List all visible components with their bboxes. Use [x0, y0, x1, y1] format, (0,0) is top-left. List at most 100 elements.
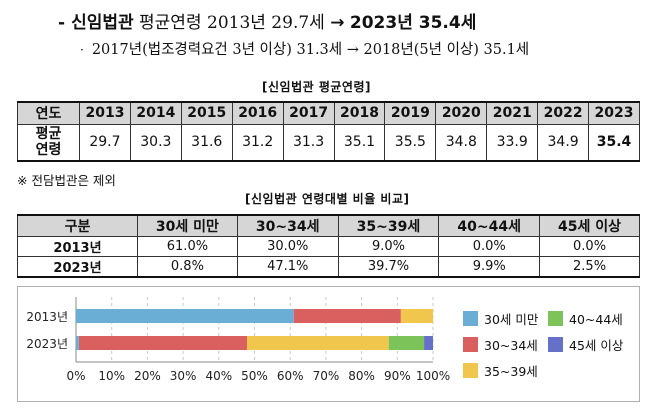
age-cell: 34.9: [537, 123, 590, 162]
column-header: 30~34세: [236, 214, 339, 237]
table1-caption: [신임법관 평균연령]: [262, 80, 371, 94]
bar-segment: [76, 309, 294, 323]
legend-item: 30~34세: [463, 335, 538, 354]
table-row: 2023년 0.8% 47.1% 39.7% 9.9% 2.5%: [17, 256, 640, 278]
table-header-row: 구분 30세 미만 30~34세 35~39세 40~44세 45세 이상: [17, 214, 640, 237]
header-label: 연도: [17, 101, 80, 125]
legend-swatch: [463, 337, 478, 352]
year-cell: 2014: [129, 101, 182, 125]
detail-arrow: →: [346, 42, 359, 58]
ratio-cell: 0.0%: [539, 236, 640, 257]
age-cell: 35.5: [384, 123, 437, 162]
row-label: 평균 연령: [17, 123, 80, 162]
detail-text-b: 2018년(5년 이상) 35.1세: [363, 42, 530, 58]
x-tick-label: 80%: [348, 369, 375, 383]
detail-text-a: 2017년(법조경력요건 3년 이상) 31.3세: [91, 42, 343, 58]
column-header: 45세 이상: [539, 214, 640, 237]
year-cell: 2022: [537, 101, 590, 125]
ratio-cell: 9.0%: [337, 236, 440, 257]
detail-bullet: ·: [80, 43, 84, 57]
legend-swatch: [463, 311, 478, 326]
year-cell: 2019: [384, 101, 437, 125]
year-cell: 2018: [333, 101, 386, 125]
x-tick-label: 70%: [313, 369, 340, 383]
summary-arrow: →: [330, 13, 345, 33]
year-cell: 2017: [282, 101, 335, 125]
table-row: 평균 연령 29.7 30.3 31.6 31.2 31.3 35.1 35.5…: [17, 123, 640, 162]
legend-item: 40~44세: [548, 309, 623, 328]
legend-label: 30~34세: [484, 338, 538, 353]
legend-item: 45세 이상: [548, 335, 623, 354]
legend-swatch: [463, 363, 478, 378]
year-cell: 2013: [79, 101, 131, 125]
year-cell: 2023: [588, 101, 640, 125]
legend-item: 30세 미만: [463, 309, 538, 328]
x-tick-label: 60%: [277, 369, 304, 383]
summary-dash: -: [58, 13, 66, 33]
age-cell: 34.8: [435, 123, 488, 162]
x-tick-label: 20%: [134, 369, 161, 383]
legend-label: 35~39세: [484, 364, 538, 379]
x-tick-label: 10%: [98, 369, 125, 383]
summary-to: 2023년 35.4세: [349, 13, 477, 33]
y-category-label: 2013년: [26, 310, 68, 324]
x-tick-label: 40%: [205, 369, 232, 383]
header-label: 구분: [17, 214, 138, 237]
legend-label: 40~44세: [569, 312, 623, 327]
legend-swatch: [548, 311, 563, 326]
year-cell: 2016: [231, 101, 284, 125]
table2-caption: [신임법관 연령대별 비율 비교]: [245, 192, 410, 206]
x-tick-label: 0%: [66, 369, 85, 383]
bar-segment: [424, 336, 433, 350]
average-age-table: 연도 2013 2014 2015 2016 2017 2018 2019 20…: [17, 101, 640, 162]
ratio-cell: 9.9%: [438, 256, 541, 278]
y-category-label: 2023년: [26, 337, 68, 351]
summary-from: 2013년 29.7세: [207, 13, 325, 33]
table-header-row: 연도 2013 2014 2015 2016 2017 2018 2019 20…: [17, 101, 640, 125]
age-group-table: 구분 30세 미만 30~34세 35~39세 40~44세 45세 이상 20…: [17, 214, 640, 278]
bar-segment: [400, 309, 433, 323]
age-cell: 35.1: [333, 123, 386, 162]
x-tick-label: 90%: [384, 369, 411, 383]
summary-prefix: 평균연령: [139, 13, 202, 33]
x-tick-label: 50%: [241, 369, 268, 383]
year-cell: 2021: [486, 101, 539, 125]
age-cell: 31.3: [282, 123, 335, 162]
bar-segment: [247, 336, 389, 350]
age-cell: 29.7: [79, 123, 131, 162]
age-cell: 35.4: [588, 123, 640, 162]
legend-swatch: [548, 337, 563, 352]
ratio-cell: 47.1%: [236, 256, 339, 278]
ratio-cell: 2.5%: [539, 256, 640, 278]
column-header: 40~44세: [438, 214, 541, 237]
year-cell: 2020: [435, 101, 488, 125]
age-ratio-chart: 0% 10% 20% 30% 40% 50% 60% 70% 80% 90% 100% 2013년 20…: [17, 286, 640, 402]
summary-line: - 신임법관 평균연령 2013년 29.7세 → 2023년 35.4세: [58, 8, 476, 33]
age-cell: 31.6: [180, 123, 233, 162]
summary-label: 신임법관: [71, 13, 134, 33]
legend-item: 35~39세: [463, 361, 538, 380]
legend-label: 30세 미만: [484, 312, 539, 327]
bar-segment: [388, 336, 425, 350]
ratio-cell: 30.0%: [236, 236, 339, 257]
age-cell: 30.3: [129, 123, 182, 162]
bar-segment: [76, 336, 79, 350]
bar-segment: [293, 309, 401, 323]
footnote: ※ 전담법관은 제외: [17, 173, 116, 188]
row-label: 2013년: [17, 236, 138, 257]
x-tick-label: 30%: [170, 369, 197, 383]
detail-line: · 2017년(법조경력요건 3년 이상) 31.3세 → 2018년(5년 이상…: [80, 38, 529, 59]
stacked-bar-chart: 0% 10% 20% 30% 40% 50% 60% 70% 80% 90% 100% 2013년 20…: [26, 297, 450, 383]
ratio-cell: 0.8%: [137, 256, 238, 278]
column-header: 35~39세: [337, 214, 440, 237]
ratio-cell: 61.0%: [137, 236, 238, 257]
row-label: 2023년: [17, 256, 138, 278]
year-cell: 2015: [180, 101, 233, 125]
bar-segment: [78, 336, 248, 350]
column-header: 30세 미만: [137, 214, 238, 237]
age-cell: 33.9: [486, 123, 539, 162]
ratio-cell: 0.0%: [438, 236, 541, 257]
x-tick-label: 100%: [416, 369, 450, 383]
table-row: 2013년 61.0% 30.0% 9.0% 0.0% 0.0%: [17, 236, 640, 257]
ratio-cell: 39.7%: [337, 256, 440, 278]
